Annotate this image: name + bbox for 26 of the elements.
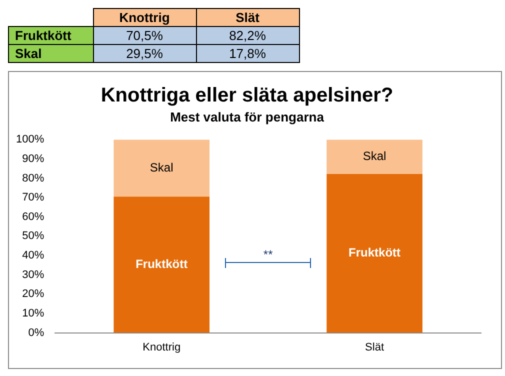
- y-tick-label: 100%: [16, 134, 44, 146]
- text: Skal: [150, 160, 174, 174]
- y-tick-label: 90%: [22, 152, 44, 165]
- text: 29,5%: [93, 44, 196, 62]
- category-label: Slät: [236, 10, 260, 25]
- annotation: **: [263, 248, 274, 262]
- text: Fruktkött: [15, 28, 72, 43]
- text: 82,2%: [196, 26, 299, 44]
- text: 70,5%: [93, 26, 196, 44]
- y-tick-label: 70%: [22, 192, 44, 204]
- y-tick-label: 10%: [22, 308, 44, 320]
- text: 17,8%: [196, 44, 299, 62]
- y-tick-label: 60%: [22, 210, 44, 223]
- y-tick-label: 0%: [28, 326, 44, 339]
- y-tick-label: 20%: [22, 288, 44, 300]
- text: Skal: [15, 46, 42, 61]
- text: Fruktkött: [136, 257, 188, 272]
- chart-subtitle: Mest valuta för pengarna: [170, 109, 325, 124]
- series-label: Skal: [362, 149, 386, 164]
- y-tick-label: 30%: [22, 268, 44, 281]
- category-label: Knottrig: [119, 10, 170, 25]
- y-tick-label: 80%: [22, 172, 44, 184]
- series-label: Fruktkött: [348, 246, 401, 260]
- y-tick-label: 40%: [22, 250, 44, 262]
- y-tick-label: 50%: [22, 230, 44, 242]
- chart-title: Knottriga eller släta apelsiner?: [100, 84, 394, 107]
